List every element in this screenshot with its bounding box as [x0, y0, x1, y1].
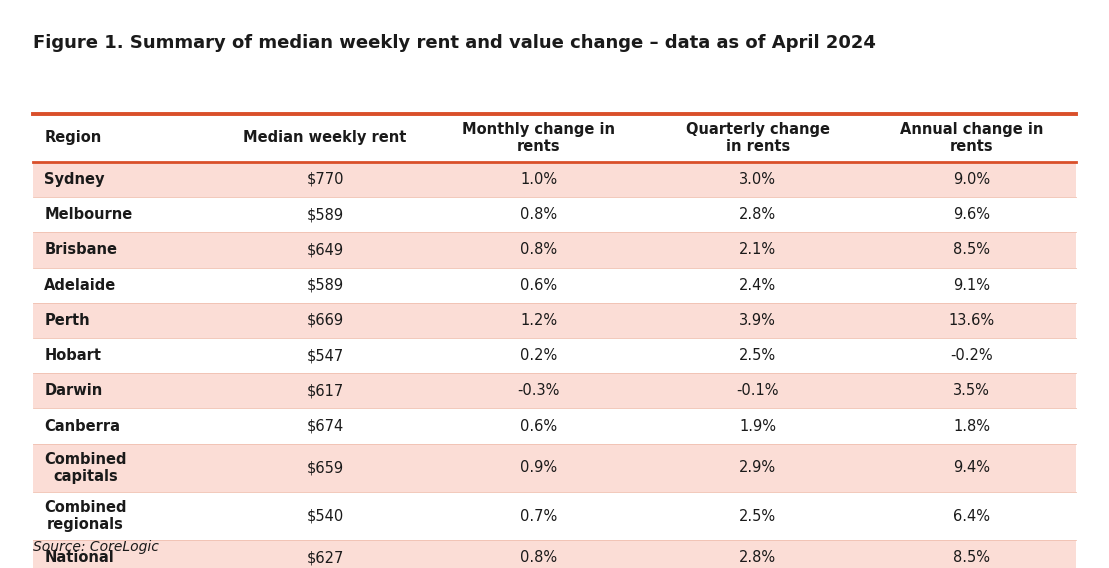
Text: 1.0%: 1.0%: [520, 172, 558, 187]
Text: 0.7%: 0.7%: [520, 508, 558, 524]
Text: Combined
capitals: Combined capitals: [44, 452, 126, 484]
Text: 2.8%: 2.8%: [740, 207, 776, 222]
Text: $674: $674: [306, 419, 344, 433]
Text: -0.1%: -0.1%: [736, 383, 779, 398]
Text: Melbourne: Melbourne: [44, 207, 133, 222]
Text: 2.1%: 2.1%: [740, 243, 776, 257]
Text: 9.1%: 9.1%: [953, 278, 990, 293]
Text: 1.8%: 1.8%: [953, 419, 990, 433]
Text: 8.5%: 8.5%: [953, 550, 990, 565]
Text: 2.5%: 2.5%: [740, 508, 776, 524]
Text: Hobart: Hobart: [44, 348, 101, 363]
Text: 0.8%: 0.8%: [520, 243, 558, 257]
FancyBboxPatch shape: [33, 197, 1076, 232]
FancyBboxPatch shape: [33, 232, 1076, 268]
FancyBboxPatch shape: [33, 162, 1076, 197]
Text: 9.4%: 9.4%: [953, 460, 990, 475]
Text: 0.6%: 0.6%: [520, 278, 558, 293]
Text: Adelaide: Adelaide: [44, 278, 116, 293]
Text: 0.6%: 0.6%: [520, 419, 558, 433]
Text: 3.5%: 3.5%: [953, 383, 990, 398]
Text: Brisbane: Brisbane: [44, 243, 118, 257]
Text: Annual change in
rents: Annual change in rents: [899, 122, 1044, 154]
FancyBboxPatch shape: [33, 540, 1076, 568]
Text: Quarterly change
in rents: Quarterly change in rents: [685, 122, 830, 154]
Text: 1.9%: 1.9%: [740, 419, 776, 433]
Text: 0.2%: 0.2%: [520, 348, 558, 363]
Text: 0.8%: 0.8%: [520, 550, 558, 565]
Text: 6.4%: 6.4%: [953, 508, 990, 524]
Text: 2.4%: 2.4%: [740, 278, 776, 293]
FancyBboxPatch shape: [33, 492, 1076, 540]
Text: $617: $617: [306, 383, 344, 398]
Text: Median weekly rent: Median weekly rent: [244, 130, 407, 145]
Text: $589: $589: [306, 278, 344, 293]
Text: Darwin: Darwin: [44, 383, 103, 398]
FancyBboxPatch shape: [33, 114, 1076, 162]
Text: 9.6%: 9.6%: [953, 207, 990, 222]
Text: 8.5%: 8.5%: [953, 243, 990, 257]
FancyBboxPatch shape: [33, 303, 1076, 338]
Text: 13.6%: 13.6%: [948, 313, 995, 328]
FancyBboxPatch shape: [33, 408, 1076, 444]
Text: Monthly change in
rents: Monthly change in rents: [462, 122, 615, 154]
FancyBboxPatch shape: [33, 373, 1076, 408]
Text: $547: $547: [306, 348, 344, 363]
FancyBboxPatch shape: [33, 338, 1076, 373]
Text: 2.8%: 2.8%: [740, 550, 776, 565]
FancyBboxPatch shape: [33, 444, 1076, 492]
Text: 0.9%: 0.9%: [520, 460, 558, 475]
Text: Combined
regionals: Combined regionals: [44, 500, 126, 532]
Text: $589: $589: [306, 207, 344, 222]
Text: -0.2%: -0.2%: [950, 348, 993, 363]
Text: 3.9%: 3.9%: [740, 313, 776, 328]
Text: $649: $649: [306, 243, 344, 257]
Text: 3.0%: 3.0%: [740, 172, 776, 187]
Text: National: National: [44, 550, 114, 565]
Text: Figure 1. Summary of median weekly rent and value change – data as of April 2024: Figure 1. Summary of median weekly rent …: [33, 34, 876, 52]
Text: $669: $669: [306, 313, 344, 328]
Text: Sydney: Sydney: [44, 172, 105, 187]
Text: $627: $627: [306, 550, 344, 565]
Text: Canberra: Canberra: [44, 419, 121, 433]
Text: $770: $770: [306, 172, 344, 187]
Text: 0.8%: 0.8%: [520, 207, 558, 222]
FancyBboxPatch shape: [33, 268, 1076, 303]
Text: Source: CoreLogic: Source: CoreLogic: [33, 540, 160, 554]
Text: 2.9%: 2.9%: [740, 460, 776, 475]
Text: Region: Region: [44, 130, 102, 145]
Text: -0.3%: -0.3%: [518, 383, 560, 398]
Text: Perth: Perth: [44, 313, 90, 328]
Text: 1.2%: 1.2%: [520, 313, 558, 328]
Text: 9.0%: 9.0%: [953, 172, 990, 187]
Text: 2.5%: 2.5%: [740, 348, 776, 363]
Text: $659: $659: [306, 460, 344, 475]
Text: $540: $540: [306, 508, 344, 524]
